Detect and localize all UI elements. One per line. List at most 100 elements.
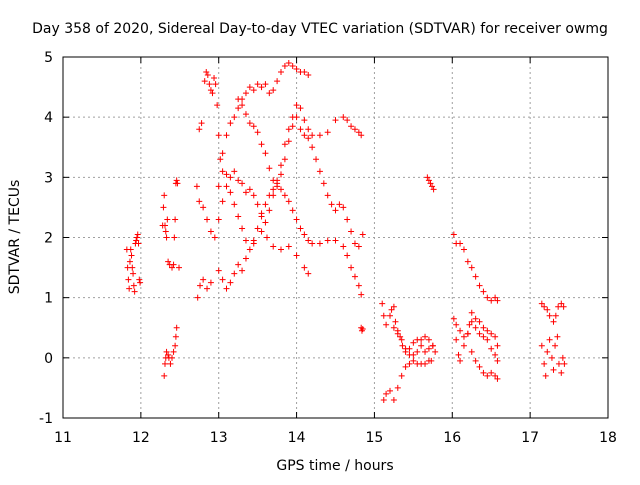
data-point (285, 126, 292, 133)
data-point (425, 177, 432, 184)
data-point (262, 219, 269, 226)
data-point (425, 345, 432, 352)
data-point (239, 102, 246, 109)
data-point (494, 357, 501, 364)
data-points (123, 60, 568, 403)
data-point (348, 264, 355, 271)
data-point (242, 255, 249, 262)
data-point (544, 348, 551, 355)
series-arc-9 (358, 324, 366, 334)
data-point (172, 342, 179, 349)
series-arc-16 (453, 321, 501, 382)
x-axis-label: GPS time / hours (276, 458, 393, 474)
data-point (239, 267, 246, 274)
data-point (278, 162, 284, 169)
data-point (161, 372, 168, 379)
data-point (223, 183, 230, 190)
x-tick-label: 17 (521, 430, 539, 446)
data-point (173, 177, 180, 184)
data-point (305, 72, 312, 79)
data-point (201, 78, 208, 85)
data-point (297, 126, 304, 133)
data-point (320, 180, 327, 187)
data-point (472, 273, 479, 280)
data-point (561, 360, 568, 367)
data-point (262, 201, 269, 208)
data-point (418, 342, 425, 349)
data-point (250, 123, 257, 130)
data-point (555, 303, 562, 310)
data-point (270, 192, 277, 199)
data-point (387, 312, 393, 319)
data-point (196, 126, 203, 133)
data-point (355, 282, 362, 289)
data-point (494, 297, 501, 304)
data-point (546, 312, 553, 319)
data-point (130, 282, 137, 289)
data-point (198, 120, 205, 127)
data-point (242, 111, 249, 118)
data-point (450, 231, 457, 238)
y-tick-label: 0 (44, 351, 53, 367)
data-point (380, 396, 387, 403)
data-point (424, 174, 431, 181)
data-point (425, 336, 432, 343)
x-tick-label: 16 (443, 430, 461, 446)
data-point (161, 192, 168, 199)
data-point (215, 183, 222, 190)
data-point (488, 369, 495, 376)
data-point (324, 237, 331, 244)
data-point (163, 234, 170, 241)
data-point (127, 246, 134, 253)
data-point (246, 246, 253, 253)
data-point (472, 315, 479, 322)
data-point (285, 60, 292, 67)
data-point (278, 246, 284, 253)
series-arc-1 (123, 231, 144, 295)
data-point (313, 156, 320, 163)
data-point (203, 69, 210, 76)
data-point (133, 237, 140, 244)
data-point (480, 324, 487, 331)
data-point (305, 135, 312, 142)
data-point (172, 333, 179, 340)
data-point (402, 345, 409, 352)
data-point (472, 357, 479, 364)
series-arc-18 (538, 300, 567, 325)
data-point (301, 117, 308, 124)
data-point (235, 261, 242, 268)
data-point (480, 369, 487, 376)
data-point (293, 102, 300, 109)
data-point (429, 183, 436, 190)
data-point (460, 333, 467, 340)
series-arc-6 (196, 69, 366, 250)
data-point (258, 228, 265, 235)
data-point (161, 222, 168, 229)
data-point (548, 354, 555, 361)
data-point (231, 168, 238, 175)
data-point (223, 132, 230, 139)
data-point (297, 105, 304, 112)
data-point (492, 351, 499, 358)
data-point (554, 333, 561, 340)
data-point (324, 129, 331, 136)
data-point (476, 318, 483, 325)
series-arc-7 (215, 60, 312, 190)
data-point (215, 132, 222, 139)
data-point (281, 192, 288, 199)
data-point (309, 132, 316, 139)
data-point (460, 342, 467, 349)
data-point (358, 291, 365, 298)
data-point (453, 321, 460, 328)
data-point (270, 243, 277, 250)
data-point (402, 363, 409, 370)
data-point (351, 240, 358, 247)
data-point (125, 276, 132, 283)
x-tick-label: 15 (366, 430, 384, 446)
series-arc-11 (380, 357, 435, 403)
data-point (211, 75, 218, 82)
data-point (301, 69, 308, 76)
data-point (289, 63, 296, 70)
data-point (165, 258, 172, 265)
data-point (340, 243, 347, 250)
